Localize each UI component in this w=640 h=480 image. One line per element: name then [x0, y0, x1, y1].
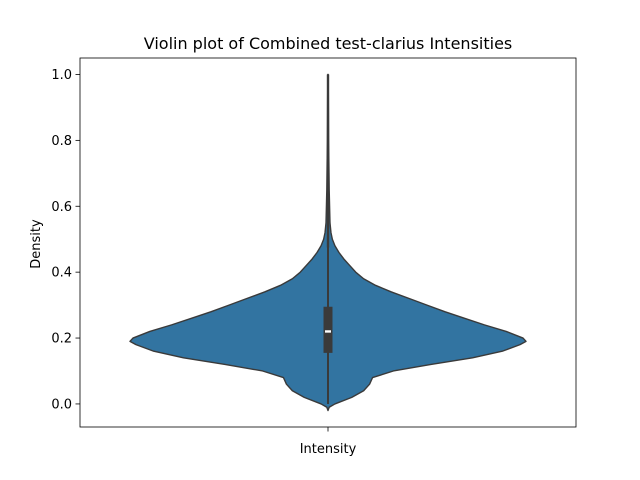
violin-median	[325, 330, 331, 333]
violin-iqr-box	[323, 306, 333, 353]
plot-area	[129, 73, 527, 412]
y-axis: 0.0 0.2 0.4 0.6 0.8 1.0	[51, 68, 80, 412]
x-axis: Intensity	[300, 427, 357, 457]
y-tick-label: 0.6	[51, 200, 72, 215]
x-axis-label: Intensity	[300, 442, 357, 457]
y-tick-label: 0.2	[51, 332, 72, 347]
y-axis-label: Density	[29, 219, 44, 269]
y-tick-label: 1.0	[51, 68, 72, 83]
y-tick-label: 0.0	[51, 397, 72, 412]
y-tick-label: 0.4	[51, 266, 72, 281]
chart-title: Violin plot of Combined test-clarius Int…	[144, 34, 513, 53]
y-tick-label: 0.8	[51, 134, 72, 149]
